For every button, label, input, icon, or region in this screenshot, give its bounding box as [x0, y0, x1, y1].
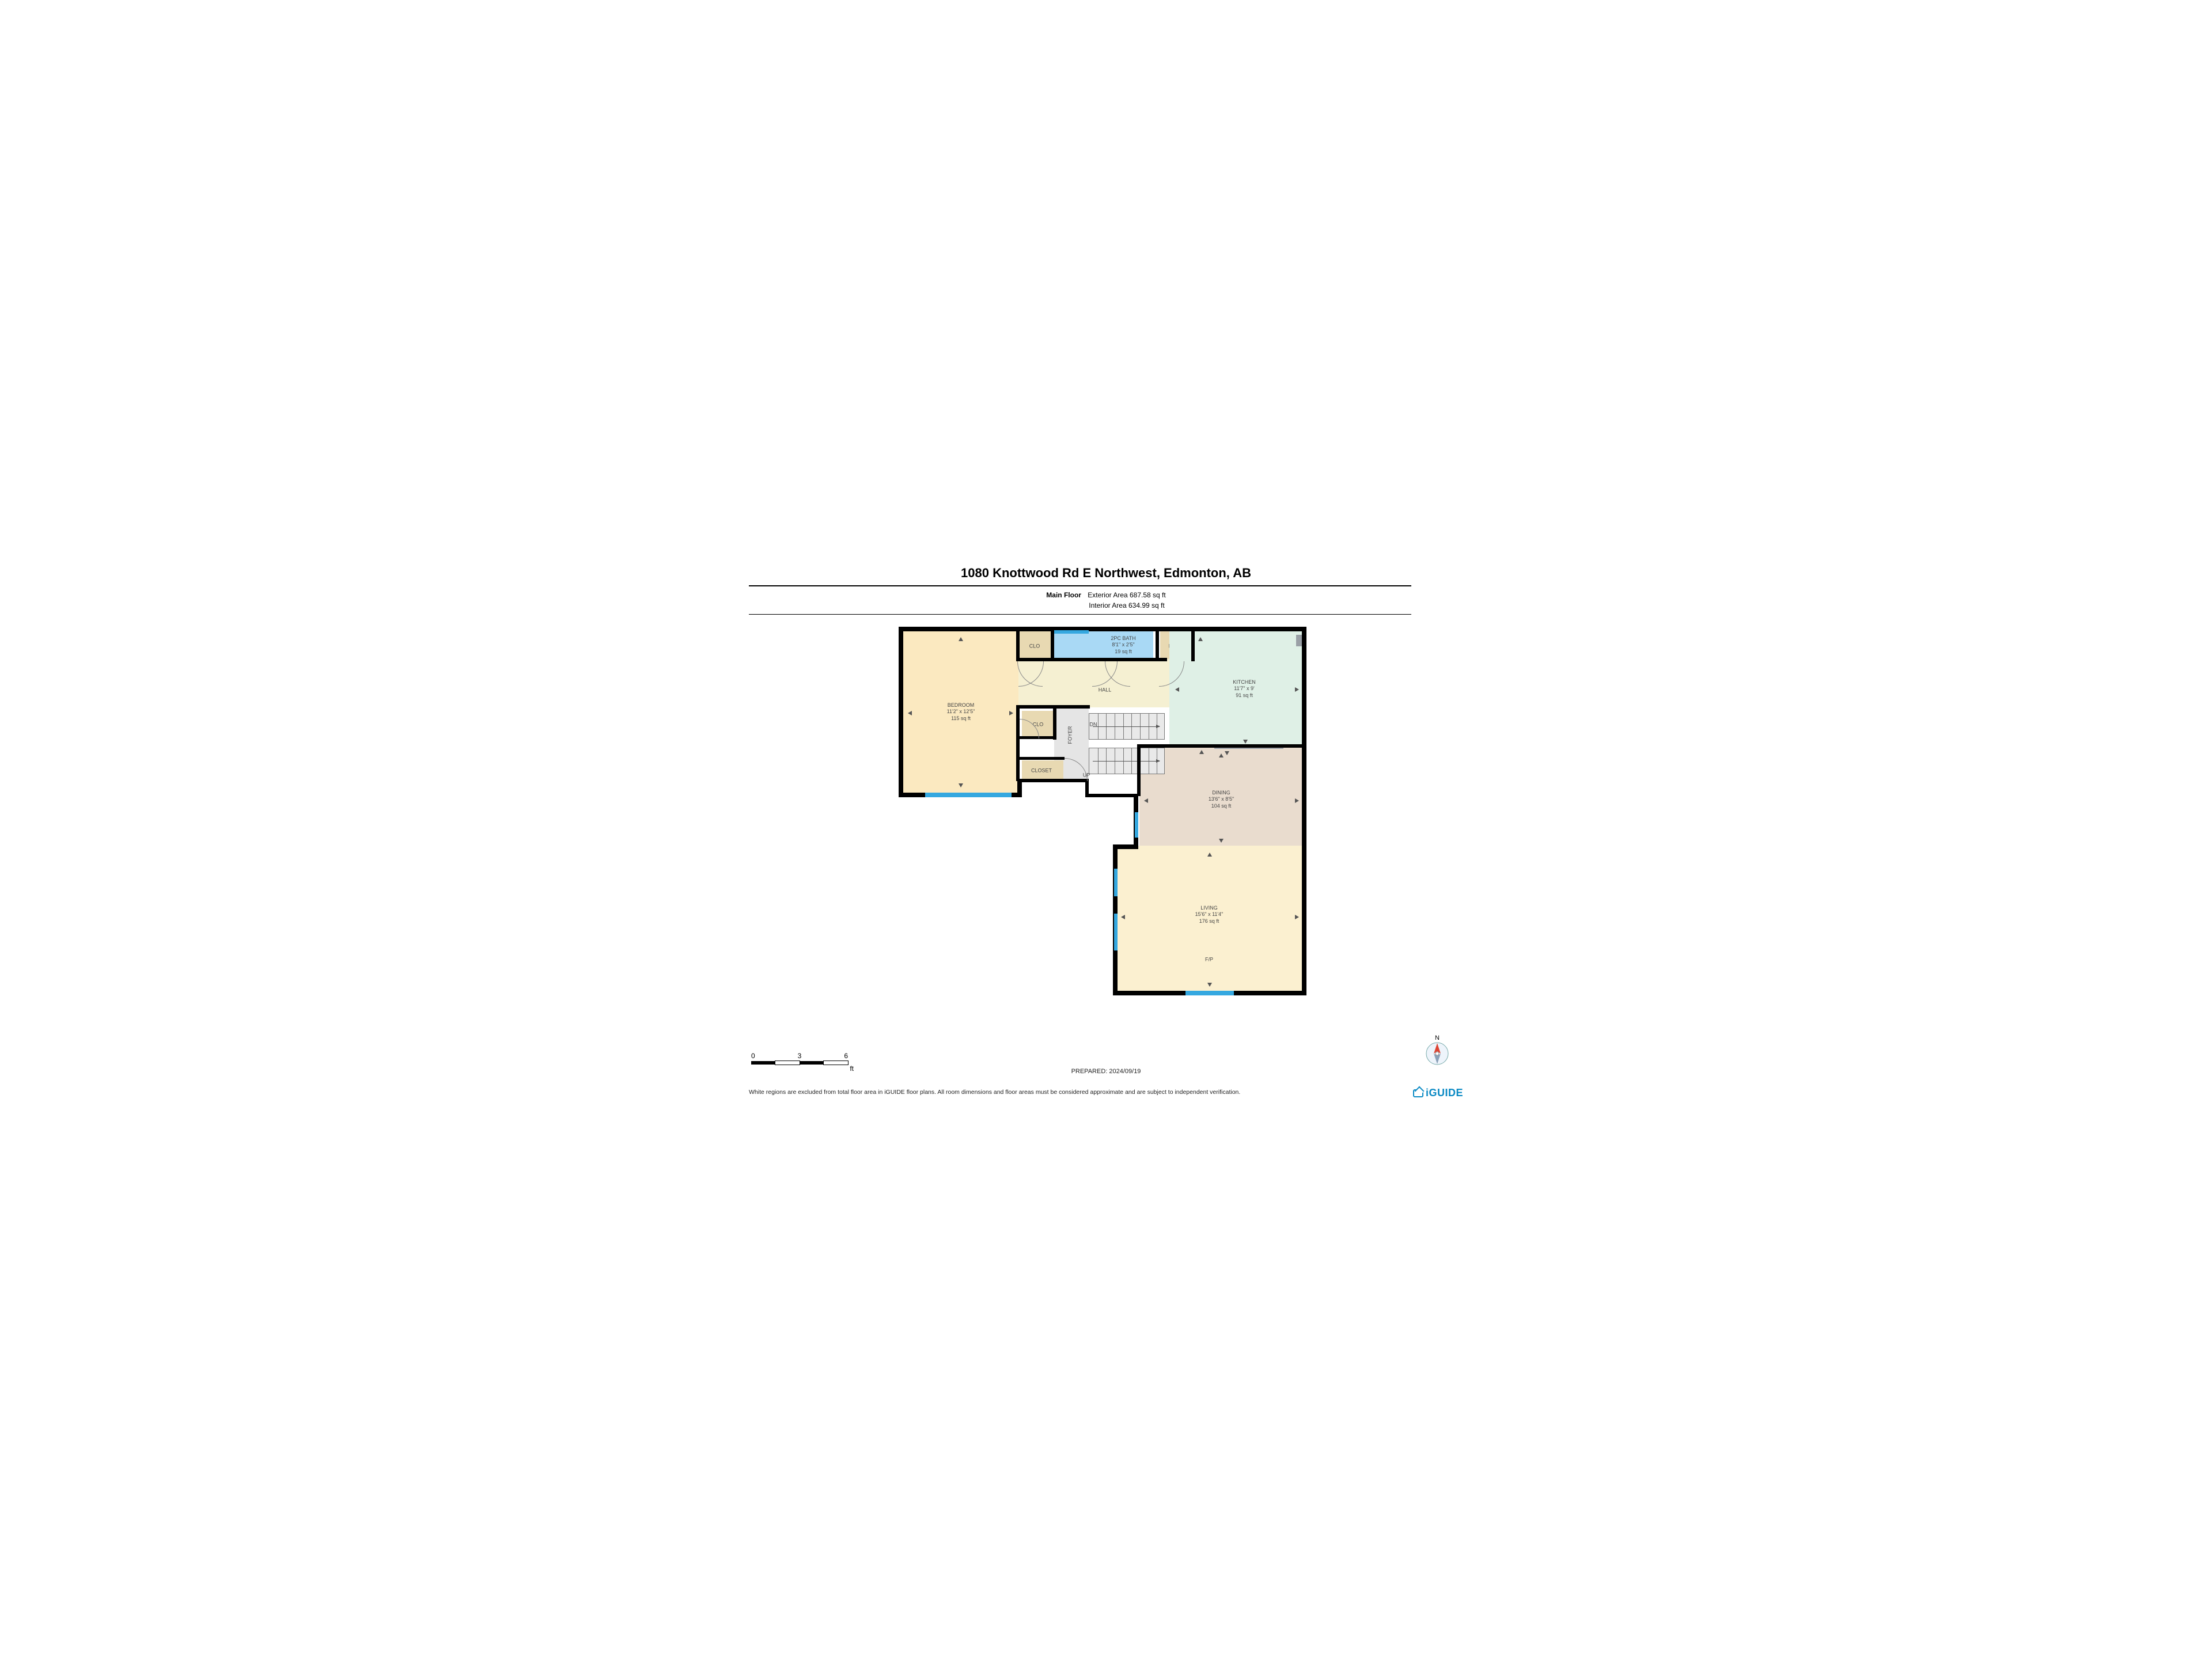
compass-label: N [1423, 1035, 1452, 1041]
inner-wall [1051, 631, 1054, 661]
room-label-bedroom: BEDROOM 11'2" x 12'5" 115 sq ft [947, 702, 975, 722]
dimension-arrow [1144, 798, 1148, 803]
exterior-area: Exterior Area 687.58 sq ft [1088, 591, 1165, 599]
scale-numbers: 0 3 6 [751, 1052, 848, 1060]
scale-segment [824, 1061, 848, 1065]
scale-segments [751, 1061, 854, 1065]
dimension-arrow [959, 783, 963, 787]
outer-wall [899, 627, 1306, 631]
room-label-closet3: CLOSET [1031, 767, 1052, 774]
scale-tick: 6 [844, 1052, 848, 1060]
inner-wall [1016, 631, 1020, 661]
interior-area: Interior Area 634.99 sq ft [1089, 601, 1164, 609]
dimension-arrow [1207, 853, 1212, 857]
inner-wall [1016, 705, 1020, 781]
inner-wall [1156, 631, 1159, 661]
floor-label: Main Floor [1046, 591, 1081, 599]
page-title: 1080 Knottwood Rd E Northwest, Edmonton,… [737, 553, 1475, 581]
compass-icon [1425, 1041, 1449, 1066]
dimension-arrow [1199, 750, 1204, 754]
dimension-arrow [1175, 687, 1179, 692]
window [1135, 812, 1138, 838]
scale-segment [775, 1061, 800, 1065]
window [1054, 630, 1089, 634]
plan-label: UP [1083, 772, 1090, 778]
scale-tick: 0 [751, 1052, 755, 1060]
inner-wall [1137, 744, 1166, 748]
floor-plan: BEDROOM 11'2" x 12'5" 115 sq ft CLO 2PC BA… [899, 627, 1313, 1001]
dimension-arrow [1219, 839, 1224, 843]
scale-segment [751, 1061, 775, 1065]
dimension-arrow [1225, 751, 1229, 755]
dimension-arrow [1295, 798, 1299, 803]
dimension-arrow [1198, 637, 1203, 641]
room-label-bath: 2PC BATH 8'1" x 2'5" 19 sq ft [1111, 635, 1135, 655]
outer-wall [1302, 627, 1306, 995]
dimension-arrow [908, 711, 912, 715]
house-icon [1413, 1089, 1423, 1097]
window [1114, 914, 1118, 950]
room-label-clo1: CLO [1029, 643, 1040, 649]
dimension-arrow [1295, 687, 1299, 692]
window [1114, 869, 1118, 896]
dimension-arrow [1009, 711, 1013, 715]
inner-wall [1164, 744, 1306, 748]
scale-segment [800, 1061, 824, 1065]
dimension-arrow [1121, 915, 1125, 919]
dimension-arrow [1243, 740, 1248, 744]
plan-label: DN [1090, 721, 1097, 728]
disclaimer: White regions are excluded from total fl… [749, 1089, 1240, 1096]
dimension-arrow [959, 637, 963, 641]
brand-text: iGUIDE [1426, 1087, 1463, 1099]
outer-wall [899, 627, 903, 797]
scale-tick: 3 [798, 1052, 802, 1060]
plan-label: F/P [1205, 956, 1213, 963]
compass: N [1423, 1035, 1452, 1066]
room-label-hall: HALL [1099, 687, 1112, 693]
room-label-foyer: FOYER [1067, 726, 1073, 744]
dimension-arrow [1295, 915, 1299, 919]
room-label-kitchen: KITCHEN 11'7" x 9' 91 sq ft [1233, 679, 1256, 699]
dimension-arrow [1207, 983, 1212, 987]
title-rule [749, 585, 1411, 586]
inner-wall [1053, 705, 1056, 740]
inner-wall [1191, 631, 1195, 661]
brand-logo: iGUIDE [1413, 1087, 1463, 1099]
stairs [1089, 713, 1165, 740]
outer-wall [1085, 794, 1137, 797]
footer-rule [749, 614, 1411, 615]
inner-wall [1016, 757, 1065, 760]
inner-wall [1137, 744, 1141, 796]
dimension-arrow [1219, 753, 1224, 757]
room-label-dining: DINING 13'6" x 8'5" 104 sq ft [1209, 790, 1234, 809]
prepared-date: PREPARED: 2024/09/19 [737, 1068, 1475, 1075]
room-label-living: LIVING 15'6" x 11'4" 176 sq ft [1195, 905, 1224, 925]
inner-wall [1016, 658, 1167, 661]
floor-subheader: Main Floor Exterior Area 687.58 sq ft In… [737, 590, 1475, 611]
window [925, 793, 1012, 797]
window [1185, 991, 1234, 995]
page: 1080 Knottwood Rd E Northwest, Edmonton,… [737, 553, 1475, 1106]
stairs [1089, 748, 1165, 774]
room-bath [1054, 631, 1153, 659]
